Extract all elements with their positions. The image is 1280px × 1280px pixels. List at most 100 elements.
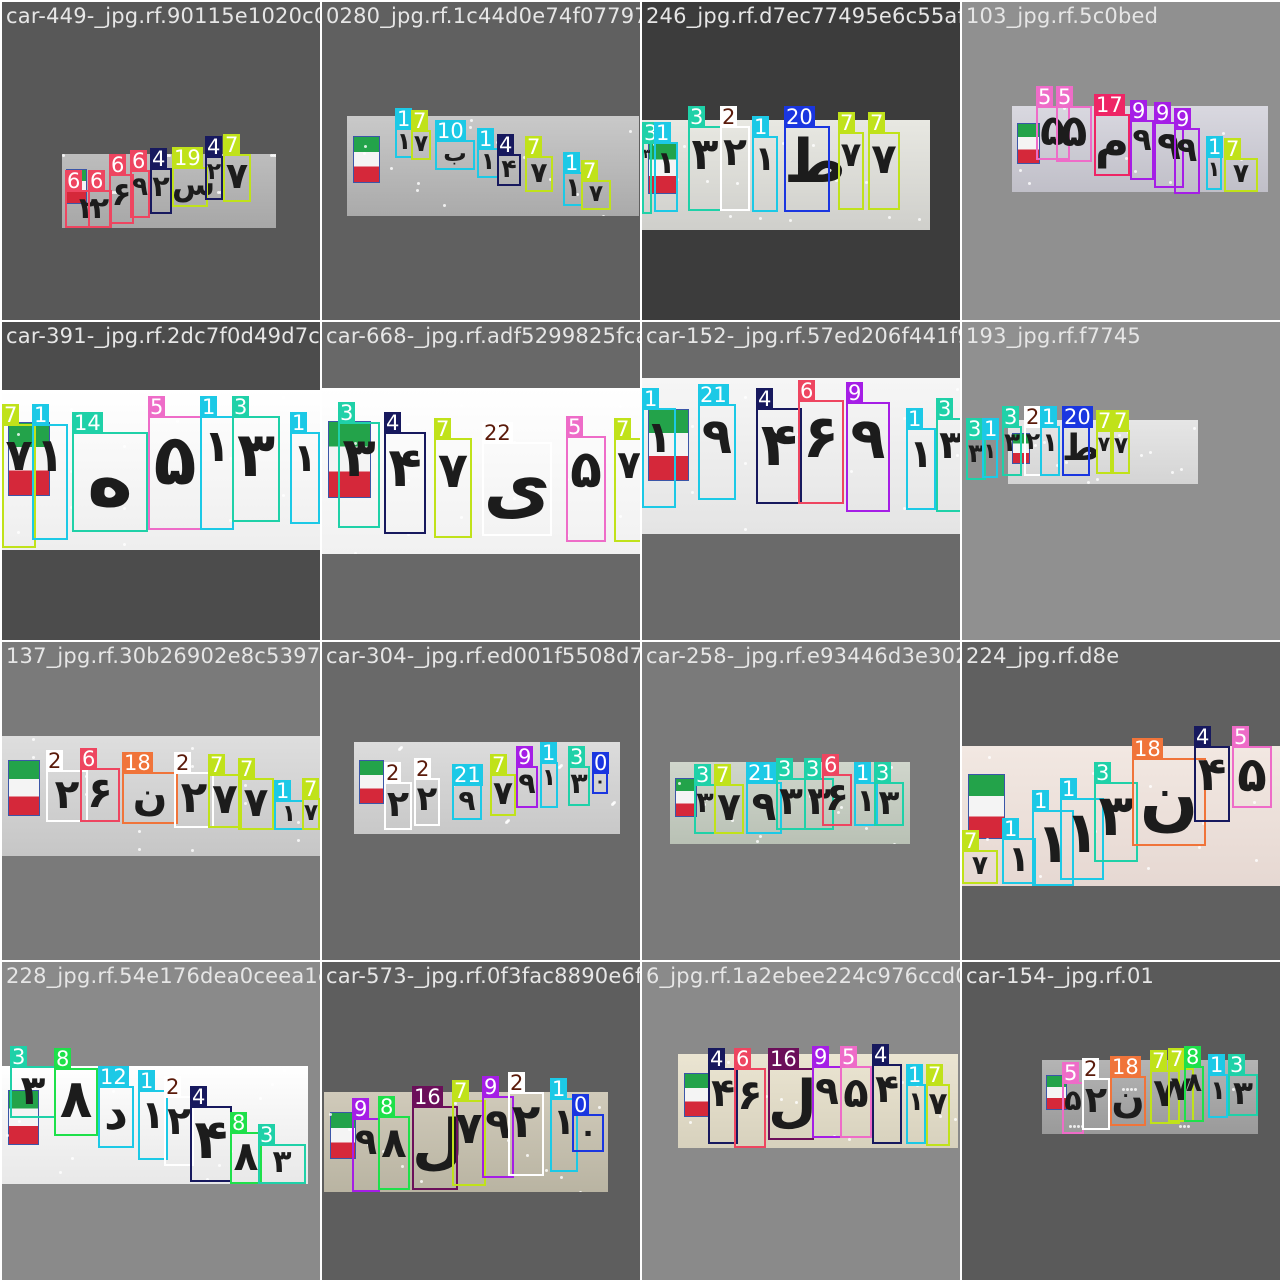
image-tile[interactable]: ۷ 7 ۱ 1 ۱ 1 ۱ 1 ۳ 3 ن 18 ۴ 4 ۵ 5 224_jpg.rf.d8e bbox=[962, 642, 1280, 960]
detection-box[interactable]: 4 bbox=[1194, 726, 1230, 822]
detection-box[interactable]: 3 bbox=[10, 1046, 56, 1118]
detection-box[interactable]: 1 bbox=[200, 396, 234, 530]
detection-box[interactable]: 7 bbox=[208, 754, 242, 828]
image-tile[interactable]: ۱ 1 ۷ 7 ب 10 ۱ 1 ۴ 4 ۷ 7 ۱ 1 ۷ 7 0280_jpg.rf.1c44d0e74f0… bbox=[322, 2, 640, 320]
detection-box[interactable]: 6 bbox=[130, 150, 150, 218]
detection-box[interactable]: 9 bbox=[1154, 102, 1184, 188]
detection-box[interactable]: 7 bbox=[926, 1064, 950, 1146]
detection-box[interactable]: 2 bbox=[164, 1076, 194, 1166]
detection-box[interactable]: 3 bbox=[258, 1124, 306, 1184]
detection-box[interactable]: 6 bbox=[798, 380, 844, 504]
detection-box[interactable]: 5 bbox=[566, 416, 606, 542]
detection-box[interactable]: 7 bbox=[1112, 410, 1130, 474]
detection-box[interactable]: 7 bbox=[302, 778, 320, 830]
image-tile[interactable]: ۷ 7 ۱ 1 ه 14 ۵ 5 ۱ 1 ۳ 3 ۱ 1 car-391-_jpg.rf.2dc7f0d49… bbox=[2, 322, 320, 640]
detection-box[interactable]: 7 bbox=[434, 418, 472, 538]
detection-box[interactable]: 7 bbox=[1150, 1050, 1180, 1124]
detection-box[interactable]: 18 bbox=[122, 752, 178, 824]
detection-box[interactable]: 6 bbox=[822, 754, 852, 826]
detection-box[interactable]: 7 bbox=[714, 764, 744, 834]
detection-box[interactable]: 20 bbox=[1062, 406, 1093, 476]
detection-box[interactable]: 18 bbox=[1132, 738, 1206, 846]
detection-box[interactable]: 5 bbox=[1062, 1062, 1084, 1134]
detection-box[interactable]: 2 bbox=[174, 752, 214, 828]
detection-box[interactable]: 8 bbox=[54, 1048, 98, 1136]
image-tile[interactable]: ۵ 5 ۲ 2 ن 18 ۷ 7 ۷ 7 ۸ 8 ۱ 1 ۳ 3 car-154-_jpg.rf.01 bbox=[962, 962, 1280, 1280]
detection-box[interactable]: 3 bbox=[874, 762, 904, 826]
image-tile[interactable]: ۳ 3 ۷ 7 ۹ 21 ۳ 3 ۳ 3 ۶ 6 ۱ 1 ۳ 3 car-258-_jpg.rf.e93446d… bbox=[642, 642, 960, 960]
detection-box[interactable]: 6 bbox=[109, 154, 134, 224]
detection-box[interactable]: 5 bbox=[840, 1046, 872, 1138]
image-tile[interactable]: ۲ 6 ۲ 6 ۶ 6 ۹ 6 ۲ 4 س 19 ۲ 4 ۷ 7 car-449-_jpg.rf.90115e1… bbox=[2, 2, 320, 320]
image-tile[interactable]: ۳ 3 ۴ 4 ۷ 7 ی 22 ۵ 5 ۷ 7 car-668-_jpg.rf.adf5299825f… bbox=[322, 322, 640, 640]
detection-box[interactable]: 9 bbox=[352, 1098, 380, 1192]
detection-box[interactable]: 10 bbox=[435, 120, 475, 170]
detection-box[interactable]: 21 bbox=[746, 762, 782, 834]
image-tile[interactable]: ۴ 4 ۶ 6 ل 16 ۹ 9 ۵ 5 ۴ 4 ۱ 1 ۷ 7 6_jpg.rf.1a2ebee224c976… bbox=[642, 962, 960, 1280]
detection-box[interactable]: 8 bbox=[378, 1096, 410, 1190]
detection-box[interactable]: 12 bbox=[98, 1066, 134, 1148]
detection-box[interactable]: 7 bbox=[238, 758, 274, 830]
detection-box[interactable]: 1 bbox=[274, 780, 304, 830]
detection-box[interactable]: 3 bbox=[936, 398, 960, 512]
image-tile[interactable]: ۳ 3 ۱ 1 ۳ 3 ۲ 2 ۱ 1 ط 20 ۷ 7 ۷ 7 246_jpg.rf.d7ec77495e6c… bbox=[642, 2, 960, 320]
detection-box[interactable]: 8 bbox=[1184, 1046, 1204, 1122]
detection-box[interactable]: 2 bbox=[46, 750, 88, 822]
image-tile[interactable]: ۳ 3 ۱ 1 ۳ 3 ۲ 2 ۱ 1 ط 20 ۷ 7 ۷ 7 193_jpg.rf.f7745 bbox=[962, 322, 1280, 640]
detection-box[interactable]: 17 bbox=[1094, 94, 1130, 176]
detection-box[interactable]: 7 bbox=[490, 754, 516, 816]
detection-box[interactable]: 7 bbox=[962, 830, 998, 884]
detection-box[interactable]: 7 bbox=[452, 1080, 486, 1186]
detection-box[interactable]: 5 bbox=[1056, 86, 1092, 162]
detection-box[interactable]: 3 bbox=[1002, 406, 1022, 476]
detection-box[interactable]: 3 bbox=[338, 402, 380, 528]
detection-box[interactable]: 4 bbox=[205, 136, 223, 200]
detection-box[interactable]: 3 bbox=[1228, 1054, 1258, 1116]
detection-box[interactable]: 7 bbox=[614, 418, 640, 542]
image-tile[interactable]: ۹ 9 ۸ 8 ل 16 ۷ 7 ۹ 9 ۲ 2 ۱ 1 ۰ 0 car-573-_jpg.rf.0f3fac8… bbox=[322, 962, 640, 1280]
detection-box[interactable]: 3 bbox=[694, 764, 716, 834]
detection-box[interactable]: 9 bbox=[516, 746, 538, 808]
detection-box[interactable]: 4 bbox=[497, 134, 521, 186]
detection-box[interactable]: 5 bbox=[1232, 726, 1272, 808]
detection-box[interactable]: 2 bbox=[384, 762, 412, 830]
detection-box[interactable]: 6 bbox=[88, 170, 112, 228]
detection-box[interactable]: 19 bbox=[172, 147, 208, 207]
detection-box[interactable]: 6 bbox=[734, 1048, 766, 1148]
detection-box[interactable]: 3 bbox=[232, 396, 280, 522]
detection-box[interactable]: 3 bbox=[642, 122, 660, 214]
detection-box[interactable]: 7 bbox=[1224, 138, 1258, 192]
detection-box[interactable]: 1 bbox=[1208, 1054, 1228, 1118]
detection-box[interactable]: 9 bbox=[1174, 108, 1200, 194]
detection-box[interactable]: 1 bbox=[550, 1078, 578, 1172]
detection-box[interactable]: 1 bbox=[1032, 790, 1074, 886]
detection-box[interactable]: 9 bbox=[846, 382, 890, 512]
image-tile[interactable]: ۵ 5 ۵ 5 م 17 ۹ 9 ۹ 9 ۹ 9 ۱ 1 ۷ 7 103_jpg.rf.5c0bed bbox=[962, 2, 1280, 320]
detection-box[interactable]: 1 bbox=[477, 128, 499, 178]
detection-box[interactable]: 2 bbox=[720, 106, 750, 211]
detection-box[interactable]: 22 bbox=[482, 422, 552, 536]
detection-box[interactable]: 2 bbox=[1082, 1058, 1110, 1130]
detection-box[interactable]: 5 bbox=[148, 396, 202, 530]
detection-box[interactable]: 4 bbox=[190, 1086, 232, 1182]
detection-box[interactable]: 1 bbox=[138, 1070, 168, 1160]
detection-box[interactable]: 1 bbox=[1040, 406, 1060, 476]
image-tile[interactable]: ۱ 1 ۹ 21 ۴ 4 ۶ 6 ۹ 9 ۱ 1 ۳ 3 car-152-_jpg.rf.57ed206f4… bbox=[642, 322, 960, 640]
detection-box[interactable]: 7 bbox=[1096, 410, 1114, 474]
detection-box[interactable]: 7 bbox=[581, 160, 611, 210]
detection-box[interactable]: 3 bbox=[568, 746, 590, 806]
detection-box[interactable]: 3 bbox=[804, 758, 834, 830]
detection-box[interactable]: 1 bbox=[906, 408, 936, 510]
image-tile[interactable]: ۲ 2 ۲ 2 ۹ 21 ۷ 7 ۹ 9 ۱ 1 ۳ 3 ۰ 0 car-304-_jpg.rf.ed001f5… bbox=[322, 642, 640, 960]
detection-box[interactable]: 1 bbox=[642, 388, 676, 508]
image-tile[interactable]: ۲ 2 ۶ 6 ن 18 ۲ 2 ۷ 7 ۷ 7 ۱ 1 ۷ 7 137_jpg.rf.30b26902e8c5… bbox=[2, 642, 320, 960]
detection-box[interactable]: 1 bbox=[1060, 778, 1104, 880]
detection-box[interactable]: 1 bbox=[540, 742, 558, 808]
detection-box[interactable]: 3 bbox=[776, 758, 806, 830]
detection-box[interactable]: 4 bbox=[872, 1044, 902, 1144]
detection-box[interactable]: 1 bbox=[1206, 136, 1224, 190]
detection-box[interactable]: 2 bbox=[414, 758, 440, 826]
detection-box[interactable]: 1 bbox=[752, 116, 778, 212]
detection-box[interactable]: 9 bbox=[1130, 100, 1154, 180]
detection-box[interactable]: 1 bbox=[563, 152, 583, 206]
